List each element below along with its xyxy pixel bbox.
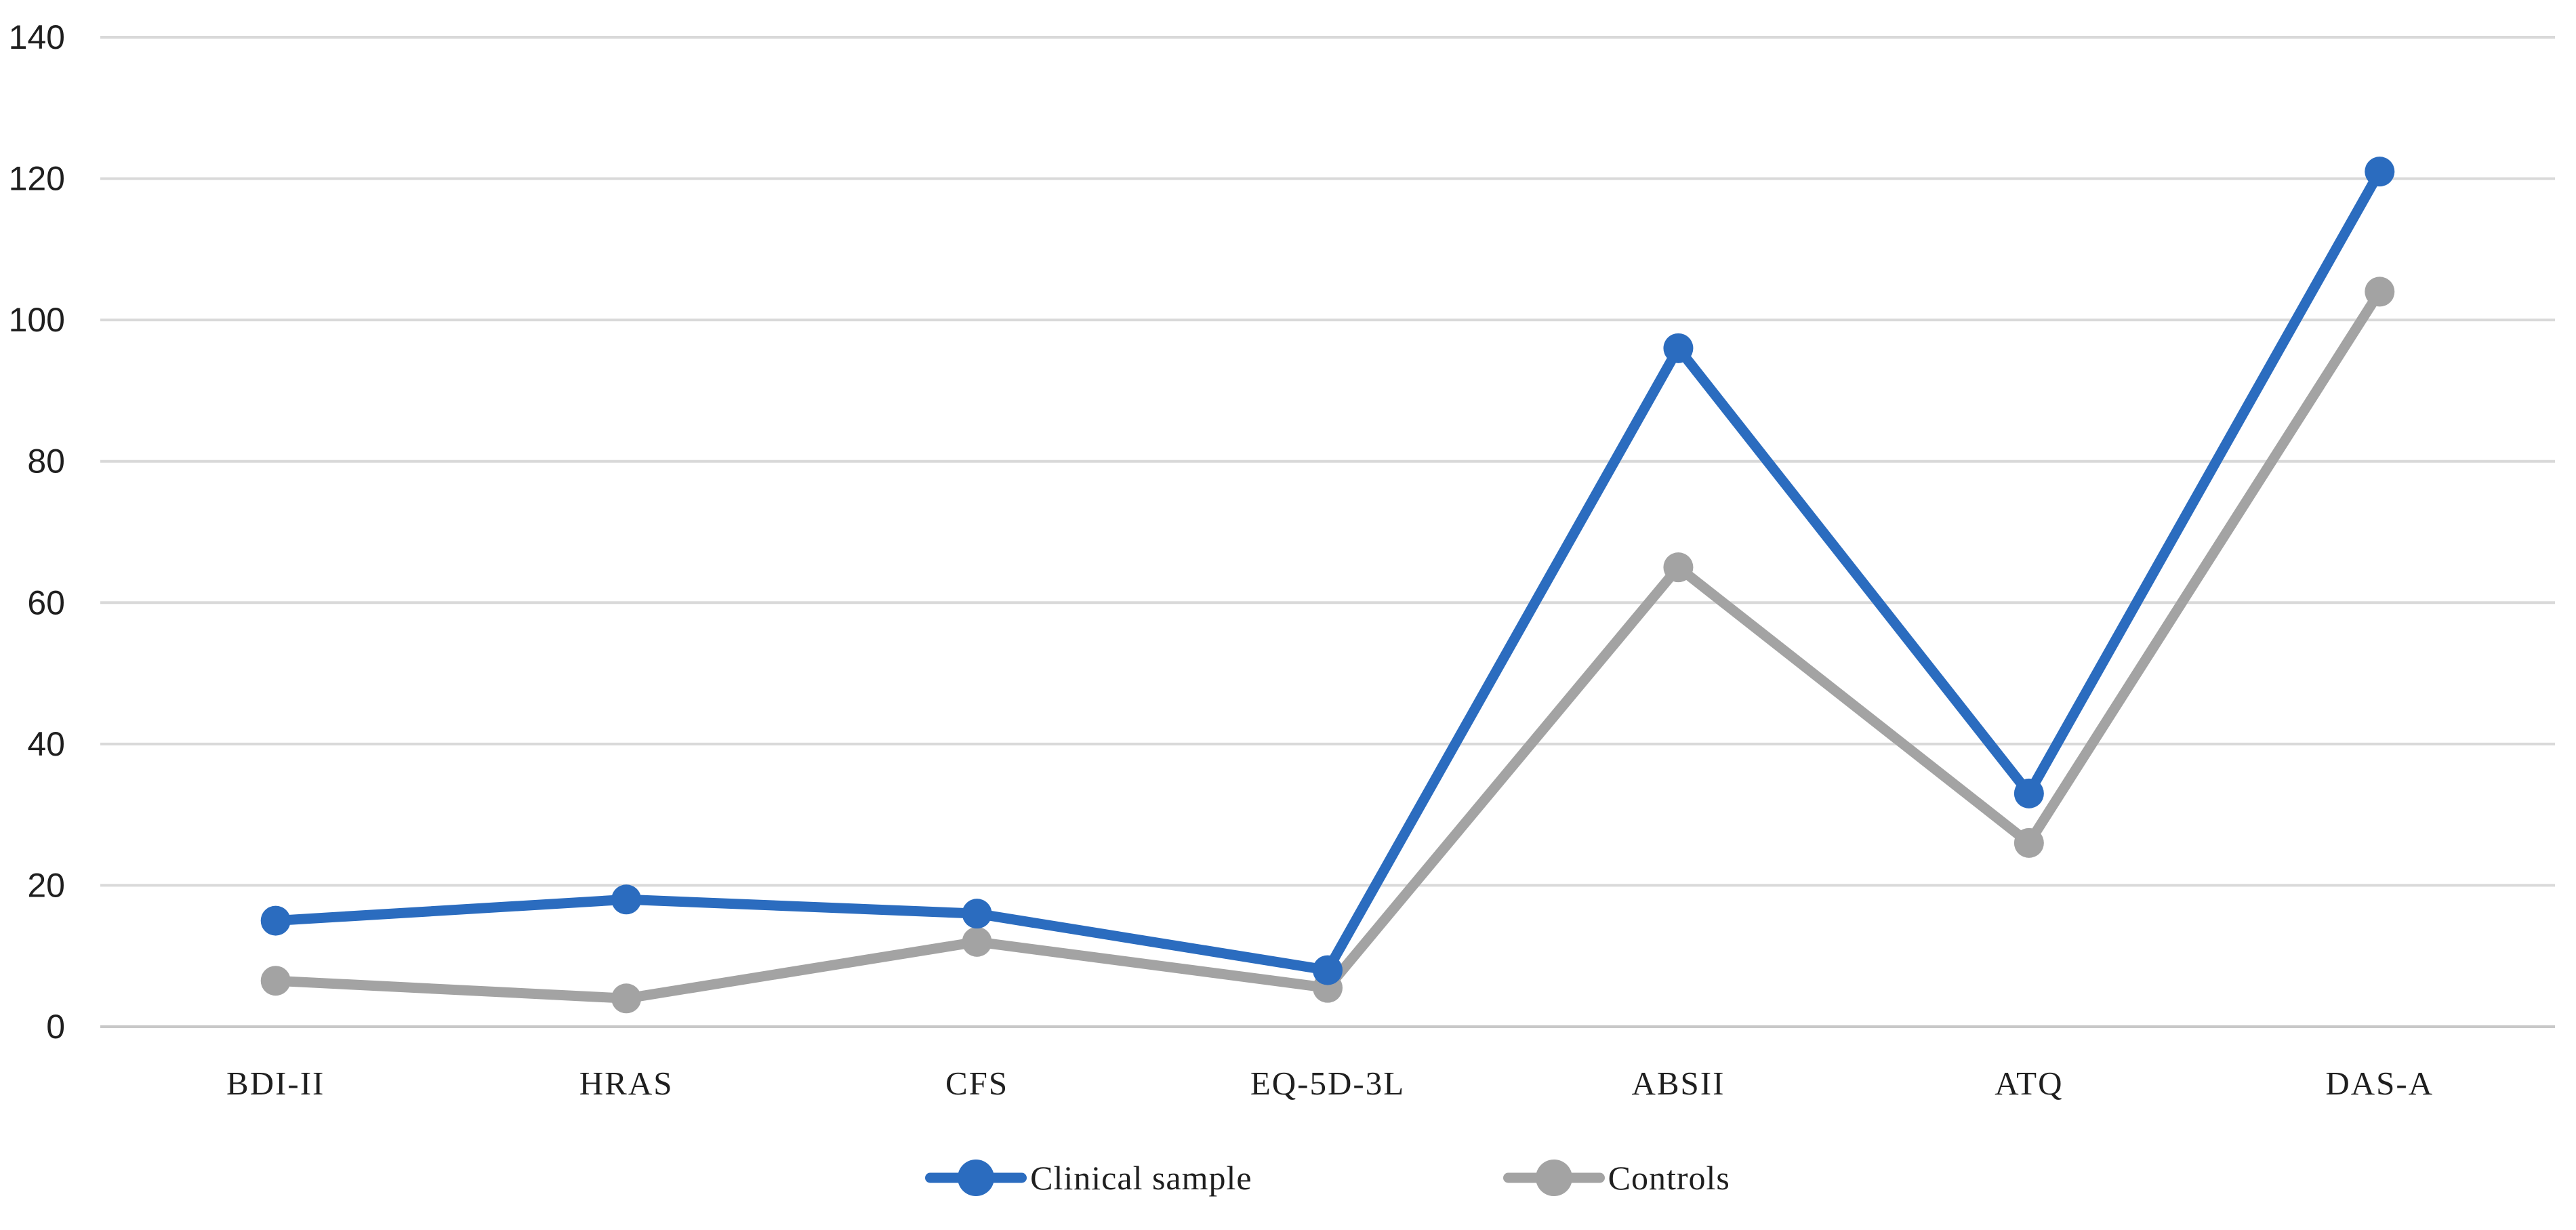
series-line-controls — [270, 286, 2385, 1004]
legend-label: Clinical sample — [1030, 1159, 1252, 1197]
y-axis-tick-label: 100 — [9, 301, 65, 339]
legend-dot — [1535, 1160, 1572, 1196]
legend-dot — [958, 1160, 995, 1196]
data-point-marker-controls — [260, 966, 291, 996]
data-point-marker-controls — [2013, 827, 2044, 858]
legend-line-dot-icon — [925, 1156, 1027, 1200]
y-axis-tick-label: 140 — [9, 18, 65, 56]
x-axis-category-label: EQ-5D-3L — [1250, 1065, 1405, 1102]
y-axis-tick-label: 80 — [27, 443, 65, 480]
y-axis-tick-label: 60 — [27, 583, 65, 621]
chart-legend: Clinical sample Controls — [100, 1144, 2555, 1212]
legend-line-dot-icon — [1502, 1156, 1605, 1200]
data-point-marker-controls — [962, 926, 992, 957]
x-axis-category-label: BDI-II — [226, 1065, 325, 1102]
data-point-marker-clinical-sample — [611, 884, 642, 915]
x-axis-category-label: HRAS — [579, 1065, 674, 1102]
x-axis-category-label: ABSII — [1631, 1065, 1725, 1102]
data-point-marker-controls — [2365, 276, 2395, 307]
data-point-marker-clinical-sample — [1313, 955, 1343, 985]
x-axis-category-label: CFS — [945, 1065, 1008, 1102]
x-axis-category-label: DAS-A — [2325, 1065, 2434, 1102]
x-axis-category-label: ATQ — [1995, 1065, 2063, 1102]
legend-label: Controls — [1608, 1159, 1730, 1197]
series-line-clinical-sample — [270, 166, 2385, 976]
data-point-marker-clinical-sample — [2365, 157, 2395, 187]
data-point-marker-clinical-sample — [260, 905, 291, 936]
data-point-marker-clinical-sample — [2013, 778, 2044, 808]
y-axis-tick-label: 20 — [27, 866, 65, 904]
data-point-marker-clinical-sample — [962, 899, 992, 929]
data-point-marker-clinical-sample — [1663, 333, 1694, 363]
y-axis-tick-label: 0 — [46, 1008, 65, 1046]
legend-item-controls: Controls — [1502, 1156, 1730, 1200]
legend-item-clinical-sample: Clinical sample — [925, 1156, 1252, 1200]
y-axis-tick-label: 120 — [9, 160, 65, 198]
data-point-marker-controls — [1663, 552, 1694, 583]
data-point-marker-controls — [611, 983, 642, 1014]
y-axis-tick-label: 40 — [27, 725, 65, 763]
